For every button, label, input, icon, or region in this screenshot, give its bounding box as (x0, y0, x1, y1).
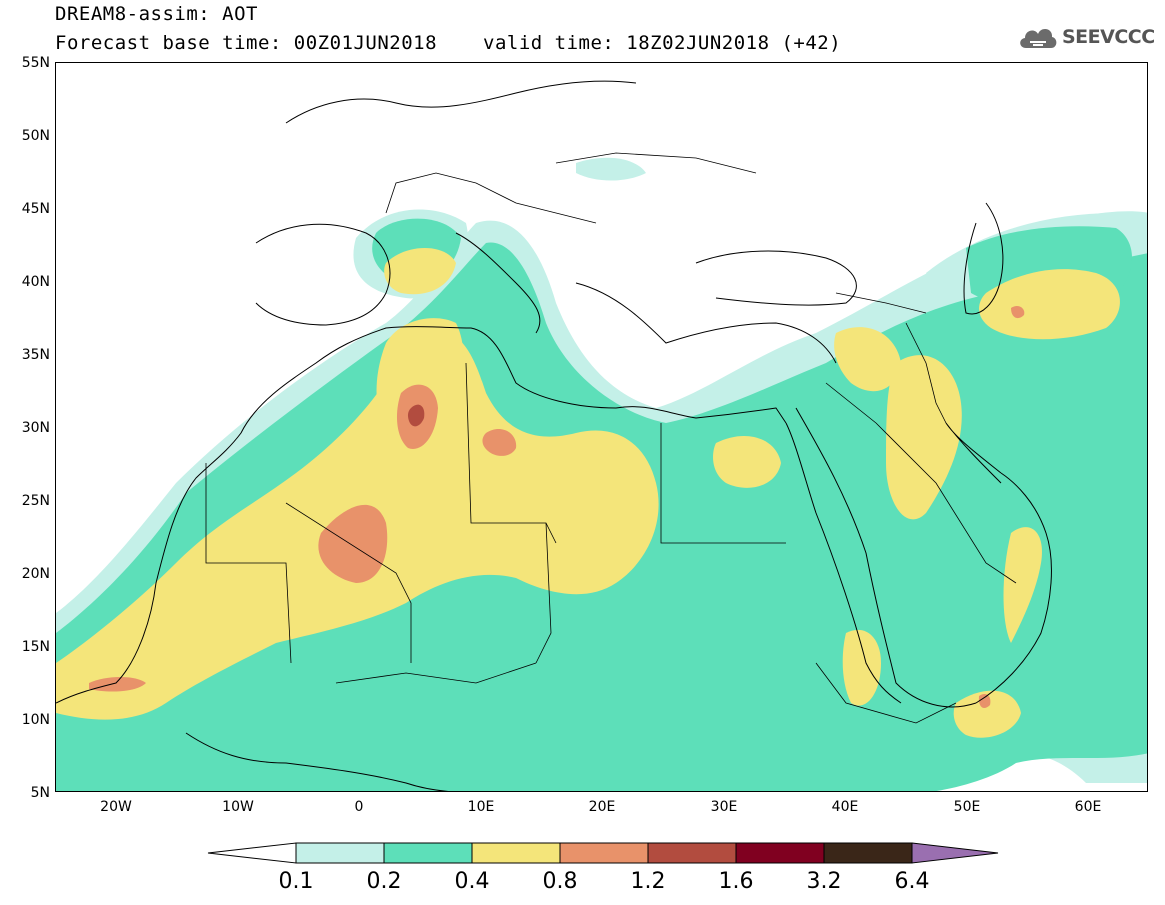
lon-label-10e: 10E (467, 799, 495, 815)
lon-label-20e: 20E (588, 799, 616, 815)
colorbar (207, 842, 999, 864)
lat-label-40n: 40N (21, 274, 50, 290)
border-chad (535, 522, 552, 664)
lat-label-20n: 20N (21, 566, 50, 582)
lat-label-55n: 55N (21, 55, 50, 71)
lat-label-5n: 5N (30, 785, 50, 801)
aot-band-0-4-sudan (713, 435, 781, 488)
coast-red-sea (785, 422, 902, 704)
coast-iberia (255, 223, 391, 326)
colorbar-label: 3.2 (806, 869, 842, 894)
lon-label-40e: 40E (831, 799, 859, 815)
lon-label-50e: 50E (953, 799, 981, 815)
aot-band-0-1-slovakia (576, 157, 646, 181)
aot-band-0-8-libya (482, 428, 517, 456)
border-ethiopia (815, 662, 957, 724)
logo-text: SEEVCCC (1062, 26, 1155, 48)
border-europe (385, 172, 597, 224)
lon-label-30e: 30E (710, 799, 738, 815)
colorbar-bin-3 (471, 842, 561, 864)
aot-band-1-2-algeria (407, 404, 425, 427)
colorbar-bin-6 (735, 842, 825, 864)
lat-label-30n: 30N (21, 420, 50, 436)
aot-band-0-8-iran (1011, 305, 1025, 319)
colorbar-label: 0.8 (542, 869, 578, 894)
base-time: Forecast base time: 00Z01JUN2018 (55, 32, 438, 54)
border-iran-iraq (905, 322, 947, 424)
coast-arabia-west (795, 407, 977, 708)
aot-band-0-4-arabia (886, 355, 962, 520)
lat-label-45n: 45N (21, 201, 50, 217)
seevccc-logo: SEEVCCC (1018, 22, 1155, 52)
colorbar-label: 0.2 (366, 869, 402, 894)
border-sahara-2 (285, 502, 412, 663)
coast-arabia-south (975, 472, 1052, 704)
lon-label-0: 0 (354, 799, 364, 815)
aot-band-0-4-oman (1003, 527, 1042, 643)
coastlines-borders (56, 80, 1052, 791)
aot-band-0-4-iraq (834, 327, 901, 392)
aot-band-0-8-senegal (89, 677, 146, 692)
colorbar-label: 0.1 (278, 869, 314, 894)
border-nigeria-niger (335, 662, 537, 684)
colorbar-bin-7 (823, 842, 913, 864)
border-turkey-iran (835, 292, 927, 314)
coast-italy (455, 232, 541, 334)
colorbar-under (207, 842, 297, 864)
border-egypt-sudan (660, 423, 786, 544)
lon-label-10w: 10W (222, 799, 254, 815)
forecast-times: Forecast base time: 00Z01JUN2018 valid ti… (55, 32, 841, 54)
aot-band-0-8-mali (318, 504, 388, 583)
coast-persian-gulf (945, 422, 1002, 484)
border-ukraine (555, 152, 757, 174)
lat-label-25n: 25N (21, 493, 50, 509)
aot-map (55, 62, 1148, 792)
lat-label-15n: 15N (21, 639, 50, 655)
map-title: DREAM8-assim: AOT (55, 3, 258, 25)
valid-time: valid time: 18Z02JUN2018 (+42) (483, 32, 842, 54)
lon-label-60e: 60E (1074, 799, 1102, 815)
colorbar-label: 0.4 (454, 869, 490, 894)
coast-gulf-guinea (185, 732, 449, 791)
aot-band-0-4-iran (979, 269, 1120, 340)
border-saudi (825, 382, 1017, 584)
colorbar-label: 1.2 (630, 869, 666, 894)
colorbar-label: 1.6 (718, 869, 754, 894)
colorbar-label: 6.4 (894, 869, 930, 894)
aot-band-0-4-horn (842, 629, 881, 706)
aot-field (56, 157, 1147, 791)
colorbar-over (911, 842, 999, 864)
cloud-icon (1020, 28, 1057, 48)
colorbar-bin-1 (295, 842, 385, 864)
colorbar-bin-5 (647, 842, 737, 864)
lon-label-20w: 20W (100, 799, 132, 815)
lat-label-10n: 10N (21, 712, 50, 728)
map-canvas (56, 80, 1147, 791)
lat-label-35n: 35N (21, 347, 50, 363)
aot-band-0-4-iberia (384, 248, 456, 295)
coast-greece-turkey (575, 282, 837, 364)
lat-label-50n: 50N (21, 128, 50, 144)
colorbar-bin-2 (383, 842, 473, 864)
colorbar-bin-4 (559, 842, 649, 864)
coast-black-sea (695, 250, 857, 306)
aot-band-0-4-ethiopia (953, 690, 1021, 738)
country-borders (205, 152, 1017, 724)
coast-west-africa (56, 326, 787, 704)
aot-band-0-8-somaliland (978, 694, 991, 708)
coast-caspian (963, 202, 1004, 315)
coast-europe-north (285, 80, 637, 124)
border-sahara-1 (205, 463, 292, 664)
border-libya-egypt (465, 362, 557, 544)
